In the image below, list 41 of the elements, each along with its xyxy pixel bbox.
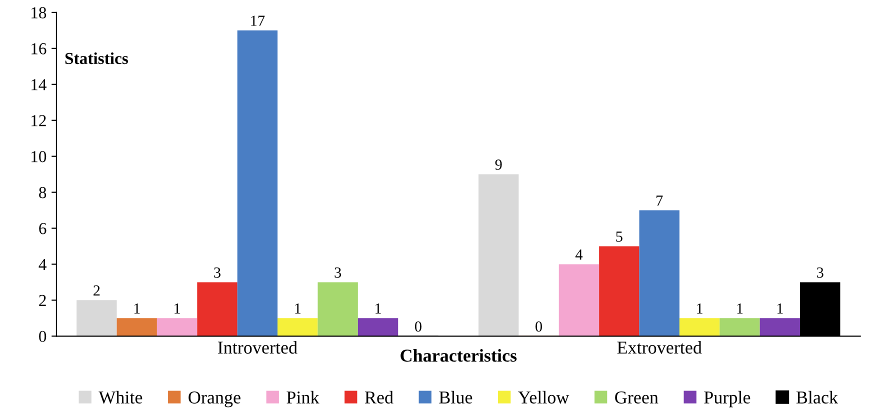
y-tick-label: 16 [32, 43, 46, 54]
data-label: 1 [697, 303, 702, 314]
legend-label: Green [615, 391, 658, 404]
y-tick-label: 14 [32, 79, 46, 90]
data-label: 1 [737, 303, 743, 314]
data-label: 1 [134, 303, 140, 314]
y-tick-label: 18 [32, 7, 46, 18]
data-label: 9 [495, 160, 502, 170]
data-label: 1 [174, 303, 180, 314]
data-label: 1 [376, 303, 381, 314]
data-label: 4 [575, 250, 583, 260]
data-label: 3 [214, 267, 220, 278]
y-tick-label: 0 [39, 330, 46, 342]
y-tick-label: 8 [39, 186, 46, 198]
data-label: 0 [536, 321, 542, 332]
x-tick-label: Introverted [218, 341, 298, 354]
legend-label: Pink [286, 390, 320, 404]
x-tick-label: Extroverted [617, 341, 702, 354]
y-tick-label: 6 [39, 222, 46, 234]
y-tick-label: 12 [32, 115, 46, 126]
legend-label: Black [796, 390, 838, 404]
data-label: 3 [817, 267, 824, 278]
x-axis-title: Characteristics [400, 349, 517, 362]
data-label: 3 [334, 267, 342, 278]
legend-label: Purple [704, 390, 750, 408]
data-label: 0 [414, 321, 422, 332]
y-tick-label: 2 [39, 294, 46, 306]
data-label: 17 [251, 16, 265, 26]
y-tick-label: 10 [32, 151, 46, 162]
data-label: 2 [94, 285, 100, 296]
data-label: 5 [616, 232, 622, 242]
data-label: 7 [656, 196, 663, 206]
data-label: 1 [295, 303, 301, 314]
legend-label: Yellow [518, 390, 570, 404]
legend-label: Red [364, 390, 394, 404]
y-axis-title: Statistics [65, 52, 128, 64]
data-label: 1 [777, 303, 783, 314]
y-tick-label: 4 [38, 259, 46, 270]
legend-label: White [98, 390, 142, 404]
legend-label: Orange [188, 391, 240, 408]
legend-label: Blue [439, 390, 472, 404]
